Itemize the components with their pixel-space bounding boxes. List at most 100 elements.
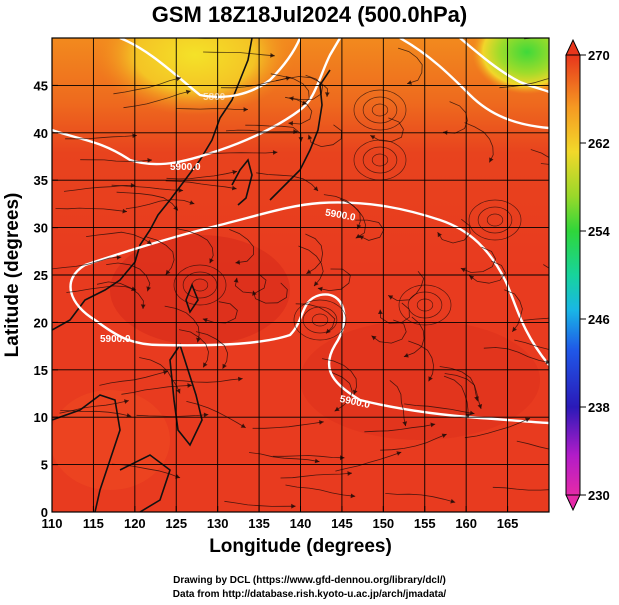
- streamline-arrow: [469, 410, 475, 416]
- vortex-streamline: [468, 199, 522, 241]
- streamline-arrow: [314, 458, 320, 464]
- streamline: [52, 256, 122, 270]
- vortex-streamline: [302, 306, 338, 334]
- x-tick-label: 160: [455, 516, 477, 531]
- coastline-japan: [269, 69, 331, 201]
- streamline-arrow: [370, 135, 376, 140]
- streamline-arrow: [553, 303, 558, 308]
- streamline: [504, 289, 523, 332]
- streamline-arrow: [126, 413, 132, 418]
- x-tick-label: 165: [497, 516, 519, 531]
- vortex-streamline: [191, 278, 209, 292]
- streamline: [176, 108, 248, 110]
- contour-labels: 5900.0 5900.0 5900.0 5900.0 5800: [100, 92, 371, 411]
- coastline-borneo: [119, 454, 171, 512]
- streamline: [285, 484, 356, 497]
- streamline: [464, 122, 494, 163]
- streamline-arrow: [240, 423, 246, 428]
- streamline: [186, 401, 246, 429]
- streamline: [256, 172, 319, 192]
- streamline-arrow: [232, 169, 238, 175]
- colorbar-top-arrow: [565, 38, 581, 56]
- streamline-arrow: [231, 185, 237, 191]
- streamline-arrow: [441, 433, 447, 438]
- streamline-arrow: [325, 92, 330, 97]
- contours-5900: [52, 38, 549, 425]
- streamline: [514, 339, 549, 350]
- vortex-streamline: [173, 264, 227, 306]
- streamline: [443, 375, 469, 418]
- streamline: [280, 472, 353, 479]
- streamline: [437, 218, 471, 244]
- streamline-arrow: [185, 89, 191, 95]
- streamline: [176, 228, 214, 264]
- streamline-arrow: [396, 451, 402, 456]
- coastline-korea: [231, 158, 253, 206]
- streamline-arrow: [314, 281, 319, 287]
- streamline: [252, 421, 324, 429]
- streamline-arrow: [243, 107, 248, 112]
- streamline-arrow: [124, 399, 129, 404]
- coastline-taiwan: [185, 282, 199, 314]
- warm-core-3: [52, 390, 170, 490]
- streamline-arrow: [359, 235, 364, 240]
- streamline: [80, 159, 153, 162]
- coastline-philippines: [169, 343, 203, 447]
- streamline-arrow: [252, 290, 257, 296]
- streamline-arrow: [474, 396, 479, 402]
- vortex-streamline: [182, 271, 218, 299]
- streamline: [335, 451, 402, 472]
- streamline: [86, 231, 152, 245]
- figure-title: GSM 18Z18Jul2024 (500.0hPa): [151, 2, 468, 27]
- streamline-arrow: [407, 80, 412, 85]
- vortex-streamline: [362, 96, 398, 124]
- streamline: [370, 117, 404, 143]
- contour-top: [119, 38, 302, 99]
- streamline: [385, 493, 456, 503]
- streamline: [340, 198, 366, 239]
- streamline: [468, 260, 506, 284]
- streamline: [516, 440, 549, 450]
- streamline-arrow: [209, 258, 214, 264]
- vortex-streamline: [362, 146, 398, 174]
- streamline: [397, 47, 423, 85]
- streamline: [166, 171, 238, 180]
- streamline-arrow: [317, 286, 323, 292]
- streamline-arrow: [291, 503, 296, 509]
- streamline: [305, 233, 324, 275]
- streamline-arrow: [512, 326, 517, 332]
- y-tick-label: 0: [41, 505, 48, 520]
- y-tick-label: 10: [34, 410, 48, 425]
- streamline-arrow: [178, 187, 184, 193]
- streamline: [317, 268, 351, 292]
- streamline: [295, 303, 336, 334]
- x-tick-label: 110: [42, 516, 63, 531]
- x-tick-label: 135: [248, 516, 270, 531]
- streamline-arrow: [203, 362, 208, 368]
- colorbar-tick-label: 246: [588, 312, 610, 327]
- streamline-arrow: [187, 383, 192, 388]
- streamline-arrow: [203, 412, 209, 418]
- streamline-arrow: [469, 275, 475, 281]
- streamline-arrow: [285, 76, 291, 81]
- y-tick-label: 20: [34, 315, 48, 330]
- streamline-arrow: [270, 53, 275, 58]
- streamline: [116, 191, 179, 211]
- vortex-streamline: [371, 153, 389, 167]
- streamline: [371, 319, 407, 344]
- streamline: [439, 366, 478, 402]
- streamline: [380, 433, 447, 451]
- streamline-arrow: [301, 100, 307, 106]
- streamline: [322, 358, 357, 395]
- streamline: [59, 400, 129, 414]
- streamline-arrow: [591, 37, 595, 42]
- contour-north: [84, 201, 549, 366]
- streamline-arrow: [319, 420, 324, 425]
- streamlines: [52, 37, 595, 509]
- streamline: [171, 378, 243, 383]
- streamline: [203, 51, 275, 57]
- contour-label-5: 5800: [203, 92, 226, 103]
- streamline: [492, 486, 549, 491]
- streamline-arrow: [450, 498, 456, 504]
